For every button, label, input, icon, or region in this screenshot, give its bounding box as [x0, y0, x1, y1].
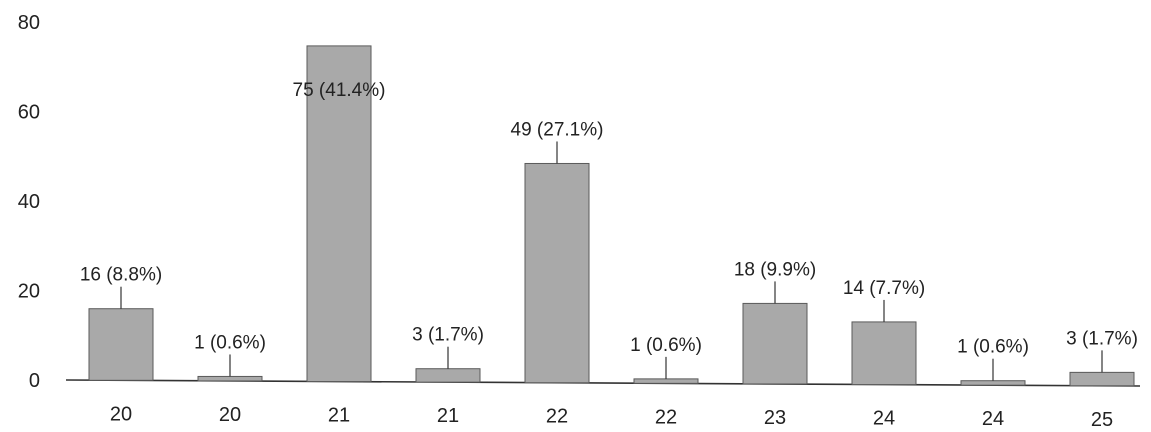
bar	[88, 308, 154, 381]
x-tick-label: 24	[982, 408, 1004, 430]
data-label: 1 (0.6%)	[630, 335, 702, 356]
y-tick-label: 40	[18, 191, 40, 213]
data-label: 14 (7.7%)	[843, 278, 925, 299]
leader-lines-group	[120, 141, 1103, 381]
data-label: 16 (8.8%)	[80, 265, 162, 286]
data-label: 3 (1.7%)	[1066, 328, 1138, 349]
data-labels-group: 16 (8.8%) 1 (0.6%) 75 (41.4%) 3 (1.7%) 49 (2…	[80, 80, 1138, 358]
bar	[197, 375, 263, 382]
bar	[415, 368, 481, 383]
y-tick-label: 80	[18, 12, 40, 34]
bar	[1069, 371, 1135, 387]
data-label: 75 (41.4%)	[293, 80, 386, 101]
x-tick-label: 22	[546, 406, 568, 428]
data-label: 49 (27.1%)	[511, 119, 604, 140]
bar	[742, 302, 808, 385]
x-tick-label: 20	[219, 404, 241, 426]
x-tick-label: 20	[110, 403, 132, 425]
y-tick-label: 60	[18, 102, 40, 124]
x-tick-label: 21	[437, 405, 459, 427]
data-label: 3 (1.7%)	[412, 325, 484, 346]
bar	[633, 378, 699, 384]
y-tick-label: 20	[18, 281, 40, 303]
x-tick-label: 23	[764, 407, 786, 429]
x-tick-label: 22	[655, 406, 677, 428]
bar	[960, 380, 1026, 386]
data-label: 1 (0.6%)	[957, 337, 1029, 358]
y-tick-label: 0	[29, 370, 40, 392]
data-label: 1 (0.6%)	[194, 332, 266, 353]
x-tick-label: 21	[328, 405, 350, 427]
x-tick-label: 25	[1091, 409, 1113, 431]
bar	[306, 45, 372, 383]
x-axis-ticks: 20 20 21 21 22 22 23 24 24 25	[110, 403, 1113, 430]
bar	[851, 321, 917, 386]
bars-group	[88, 45, 1135, 387]
bar	[524, 162, 590, 384]
y-axis-ticks: 0 20 40 60 80	[18, 12, 40, 392]
x-tick-label: 24	[873, 408, 895, 430]
data-label: 18 (9.9%)	[734, 259, 816, 280]
